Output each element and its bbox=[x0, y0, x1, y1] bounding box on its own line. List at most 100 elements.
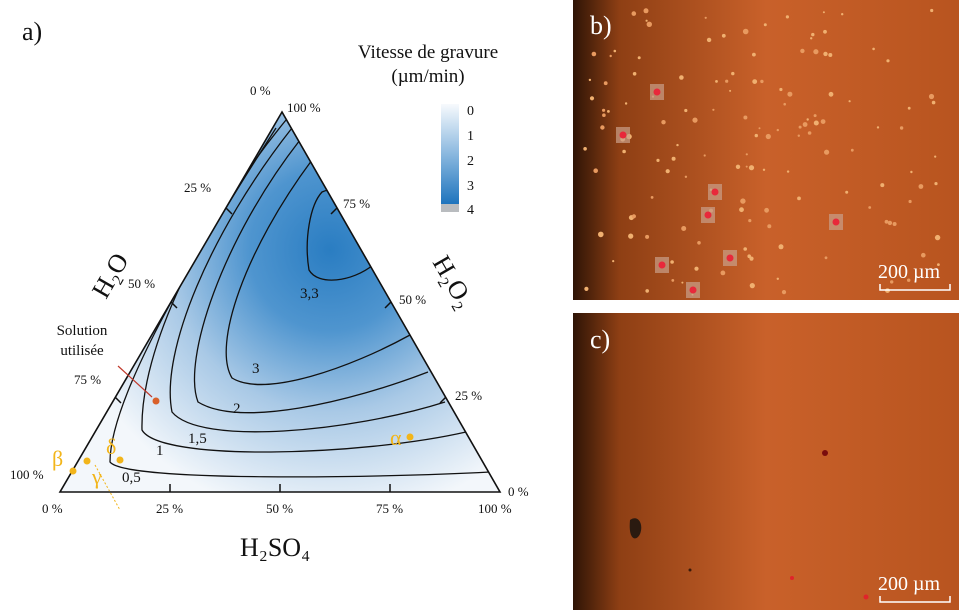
particle bbox=[743, 247, 747, 251]
particle bbox=[752, 79, 758, 84]
particle bbox=[886, 59, 890, 63]
particle bbox=[632, 72, 637, 76]
particle bbox=[823, 29, 827, 34]
particle bbox=[850, 148, 854, 152]
particle bbox=[760, 79, 764, 84]
axis-ticks bbox=[114, 207, 447, 492]
particle bbox=[762, 168, 766, 171]
particle bbox=[779, 87, 783, 92]
point bbox=[83, 457, 91, 465]
particle bbox=[631, 214, 637, 219]
particle bbox=[749, 256, 754, 261]
particle bbox=[928, 93, 935, 100]
panel-label: c) bbox=[590, 325, 610, 354]
particle bbox=[863, 594, 869, 600]
particle bbox=[704, 211, 712, 219]
particle bbox=[813, 49, 819, 55]
particle bbox=[810, 37, 813, 40]
particles bbox=[583, 8, 941, 298]
particle bbox=[742, 28, 749, 35]
particle bbox=[930, 8, 934, 13]
particle bbox=[613, 49, 617, 53]
tick-label: 0 % bbox=[250, 83, 271, 98]
particle bbox=[694, 266, 699, 271]
particle bbox=[593, 168, 598, 173]
tick-label: 75 % bbox=[74, 372, 101, 387]
particle bbox=[745, 153, 748, 156]
particle bbox=[848, 100, 851, 103]
particle bbox=[735, 164, 741, 169]
particle bbox=[643, 8, 649, 14]
particle bbox=[787, 91, 793, 97]
particle bbox=[703, 154, 706, 157]
point-label: γ bbox=[91, 464, 102, 489]
contour bbox=[193, 139, 429, 414]
point bbox=[406, 433, 414, 441]
particle bbox=[910, 170, 913, 174]
particle bbox=[765, 133, 771, 140]
scale-bar bbox=[879, 596, 951, 603]
particle bbox=[921, 252, 926, 258]
particle bbox=[743, 115, 748, 120]
particle bbox=[828, 53, 833, 57]
particle bbox=[612, 260, 615, 263]
particle bbox=[725, 79, 729, 83]
particle bbox=[785, 15, 790, 19]
particle bbox=[598, 231, 604, 238]
contour-label: 3,3 bbox=[300, 286, 319, 302]
particle bbox=[681, 281, 684, 284]
particle bbox=[681, 226, 687, 231]
particle bbox=[754, 133, 758, 138]
particle bbox=[783, 102, 786, 106]
micrograph bbox=[573, 313, 959, 610]
contour-label: 3 bbox=[252, 361, 260, 377]
particle bbox=[748, 165, 755, 171]
particle bbox=[802, 122, 808, 127]
particle bbox=[908, 199, 912, 204]
particle bbox=[584, 286, 589, 291]
contour-labels: 0,5 1 1,5 2 3 3,3 bbox=[122, 286, 319, 486]
point-labels: α β γ δ bbox=[52, 425, 402, 489]
particle bbox=[841, 13, 844, 16]
particles bbox=[688, 450, 869, 600]
particle bbox=[763, 23, 767, 27]
panel-label: b) bbox=[590, 11, 612, 40]
particle bbox=[591, 51, 597, 57]
tick-label: 0 % bbox=[508, 484, 529, 499]
particle bbox=[656, 158, 660, 162]
particle bbox=[824, 256, 828, 260]
particle bbox=[607, 110, 610, 113]
particle bbox=[907, 106, 911, 110]
particle bbox=[689, 286, 697, 294]
particle bbox=[931, 100, 936, 105]
particle bbox=[872, 47, 875, 51]
particle bbox=[747, 254, 751, 258]
particle bbox=[622, 149, 626, 154]
point-label: α bbox=[390, 425, 402, 450]
tick-label: 25 % bbox=[455, 388, 482, 403]
axis-title: H₂O₂ bbox=[427, 251, 480, 314]
defect bbox=[629, 518, 642, 539]
tick-label: 0 % bbox=[42, 501, 63, 516]
particle bbox=[797, 134, 800, 137]
tick-label: 50 % bbox=[128, 276, 155, 291]
particle bbox=[670, 260, 674, 264]
particle bbox=[790, 576, 794, 580]
particle bbox=[619, 131, 627, 139]
particle bbox=[602, 108, 606, 112]
particle bbox=[892, 222, 897, 226]
particle bbox=[890, 280, 894, 284]
particle bbox=[813, 114, 817, 118]
particle bbox=[645, 289, 649, 293]
panel-label: a) bbox=[22, 17, 42, 46]
particle bbox=[800, 48, 805, 54]
colorbar-unit: (µm/min) bbox=[391, 66, 464, 87]
particle bbox=[884, 219, 889, 224]
colorbar bbox=[441, 104, 459, 204]
tick-labels: 0 % 25 % 50 % 75 % 100 % 0 % 25 % 50 % 7… bbox=[10, 83, 529, 516]
particle bbox=[758, 127, 761, 130]
particle bbox=[653, 88, 661, 96]
colorbar-ticks: 0 1 2 3 4 bbox=[467, 104, 474, 218]
particle bbox=[845, 190, 849, 194]
tick-label: 75 % bbox=[376, 501, 403, 516]
